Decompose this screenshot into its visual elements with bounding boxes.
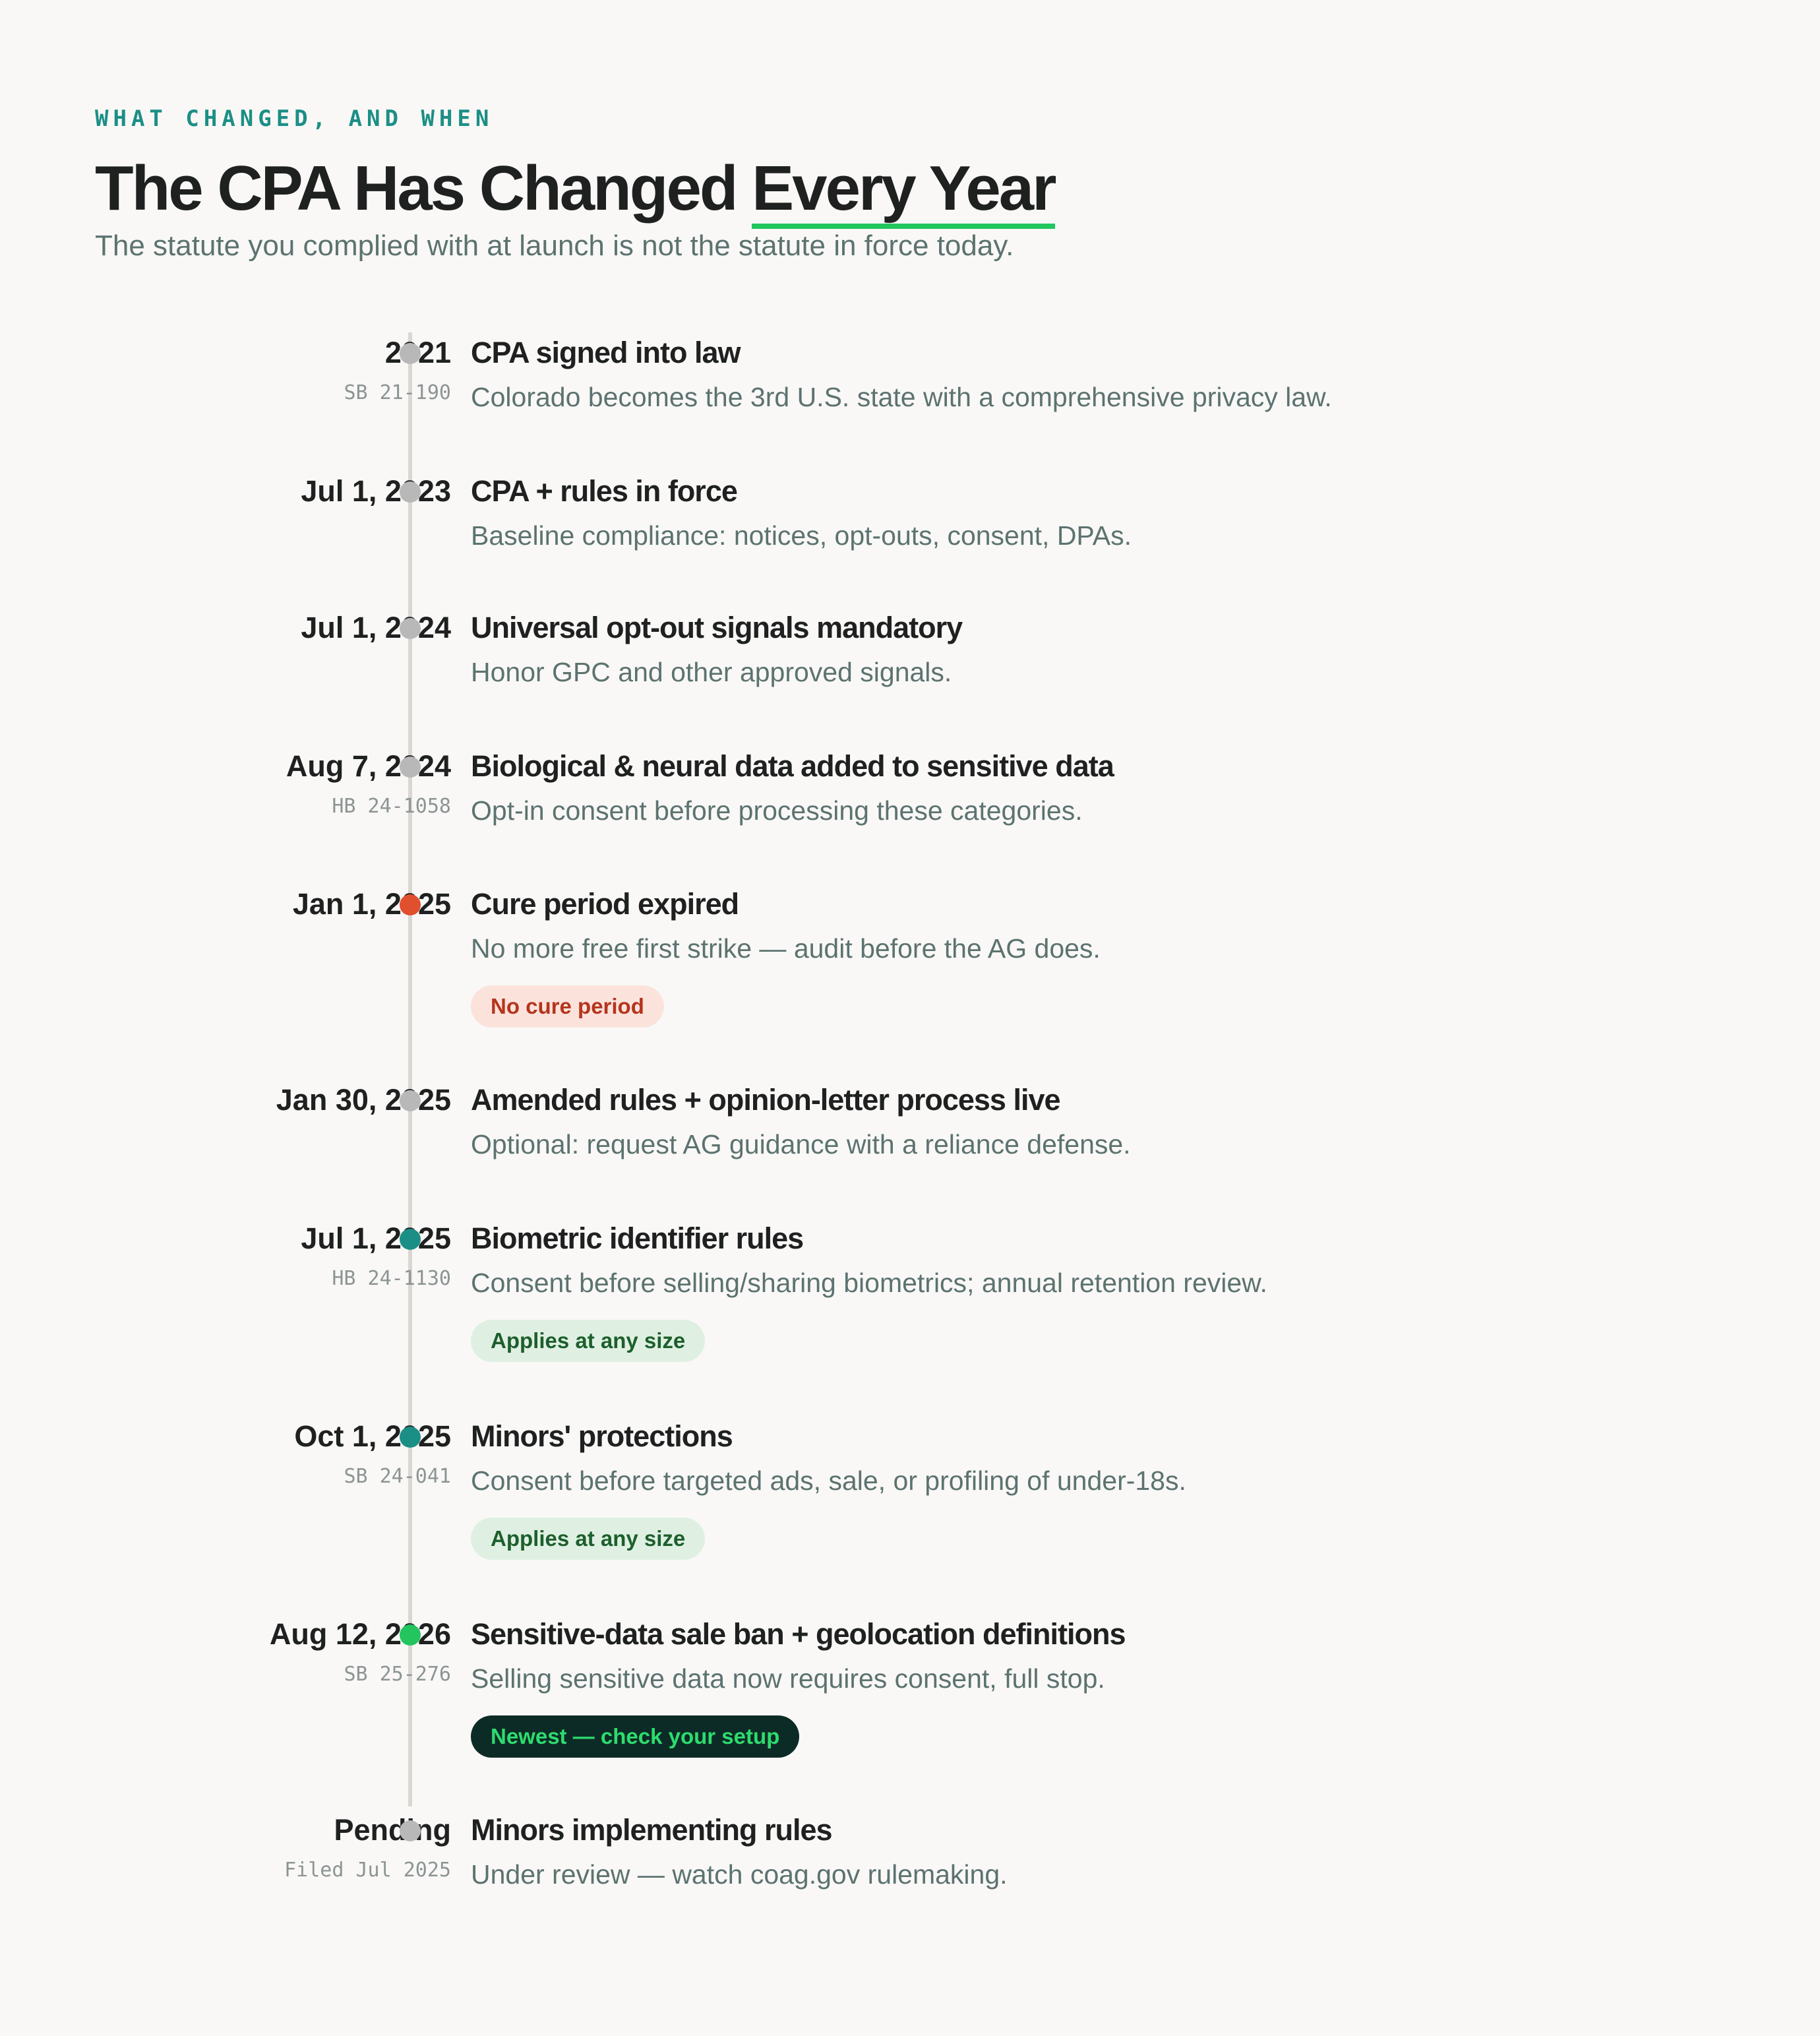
event-dot	[400, 1229, 421, 1250]
event-description: Honor GPC and other approved signals.	[471, 657, 952, 687]
event-title: Minors' protections	[471, 1419, 733, 1453]
event-title: CPA + rules in force	[471, 474, 738, 508]
timeline: 2021 SB 21-190 CPA signed into law Color…	[95, 332, 1725, 1928]
event-bill-ref: SB 21-190	[344, 381, 451, 404]
event-bill-ref: SB 25-276	[344, 1663, 451, 1686]
event-date: Oct 1, 2025	[294, 1419, 451, 1453]
event-bill-ref: Filed Jul 2025	[284, 1859, 451, 1882]
event-description: Selling sensitive data now requires cons…	[471, 1663, 1105, 1694]
event-description: Opt-in consent before processing these c…	[471, 795, 1083, 826]
event-description: Optional: request AG guidance with a rel…	[471, 1129, 1131, 1159]
event-title: Biological & neural data added to sensit…	[471, 749, 1114, 783]
event-dot	[400, 618, 421, 639]
event-date: Aug 12, 2026	[269, 1617, 451, 1651]
event-title: Universal opt-out signals mandatory	[471, 611, 963, 644]
event-dot	[400, 1427, 421, 1448]
section-eyebrow: WHAT CHANGED, AND WHEN	[95, 106, 494, 132]
event-bill-ref: HB 24-1058	[332, 795, 451, 818]
event-description: No more free first strike — audit before…	[471, 933, 1101, 964]
event-description: Consent before targeted ads, sale, or pr…	[471, 1465, 1186, 1496]
status-badge: Applies at any size	[471, 1518, 706, 1560]
event-date: Pending	[334, 1813, 452, 1847]
page-subtitle: The statute you complied with at launch …	[95, 230, 1014, 262]
event-description: Consent before selling/sharing biometric…	[471, 1268, 1267, 1298]
page-title-accent: Every Year	[752, 153, 1057, 229]
event-date: Jan 30, 2025	[276, 1083, 451, 1117]
event-dot	[400, 481, 421, 503]
status-badge: No cure period	[471, 985, 664, 1028]
event-bill-ref: SB 24-041	[344, 1465, 451, 1488]
page-title-main: The CPA Has Changed	[95, 153, 752, 224]
event-dot	[400, 343, 421, 364]
event-description: Baseline compliance: notices, opt-outs, …	[471, 520, 1132, 551]
event-title: CPA signed into law	[471, 336, 741, 369]
event-dot	[400, 1624, 421, 1646]
event-dot	[400, 1090, 421, 1111]
timeline-spine	[408, 332, 412, 1806]
event-date: Jul 1, 2025	[301, 1221, 451, 1255]
event-title: Minors implementing rules	[471, 1813, 833, 1847]
event-dot	[400, 894, 421, 915]
event-title: Sensitive-data sale ban + geolocation de…	[471, 1617, 1126, 1651]
page-title: The CPA Has Changed Every Year	[95, 148, 1057, 230]
event-bill-ref: HB 24-1130	[332, 1267, 451, 1290]
event-title: Biometric identifier rules	[471, 1221, 804, 1255]
status-badge: Newest — check your setup	[471, 1715, 800, 1758]
event-title: Cure period expired	[471, 887, 739, 921]
event-description: Colorado becomes the 3rd U.S. state with…	[471, 382, 1332, 412]
event-date: Jan 1, 2025	[292, 887, 451, 921]
event-title: Amended rules + opinion-letter process l…	[471, 1083, 1060, 1117]
event-dot	[400, 756, 421, 778]
event-date: Jul 1, 2024	[301, 611, 451, 644]
event-date: Aug 7, 2024	[286, 749, 451, 783]
status-badge: Applies at any size	[471, 1320, 706, 1362]
event-date: Jul 1, 2023	[301, 474, 451, 508]
page: WHAT CHANGED, AND WHEN The CPA Has Chang…	[95, 0, 1725, 2036]
event-description: Under review — watch coag.gov rulemaking…	[471, 1859, 1008, 1890]
event-dot	[400, 1820, 421, 1841]
